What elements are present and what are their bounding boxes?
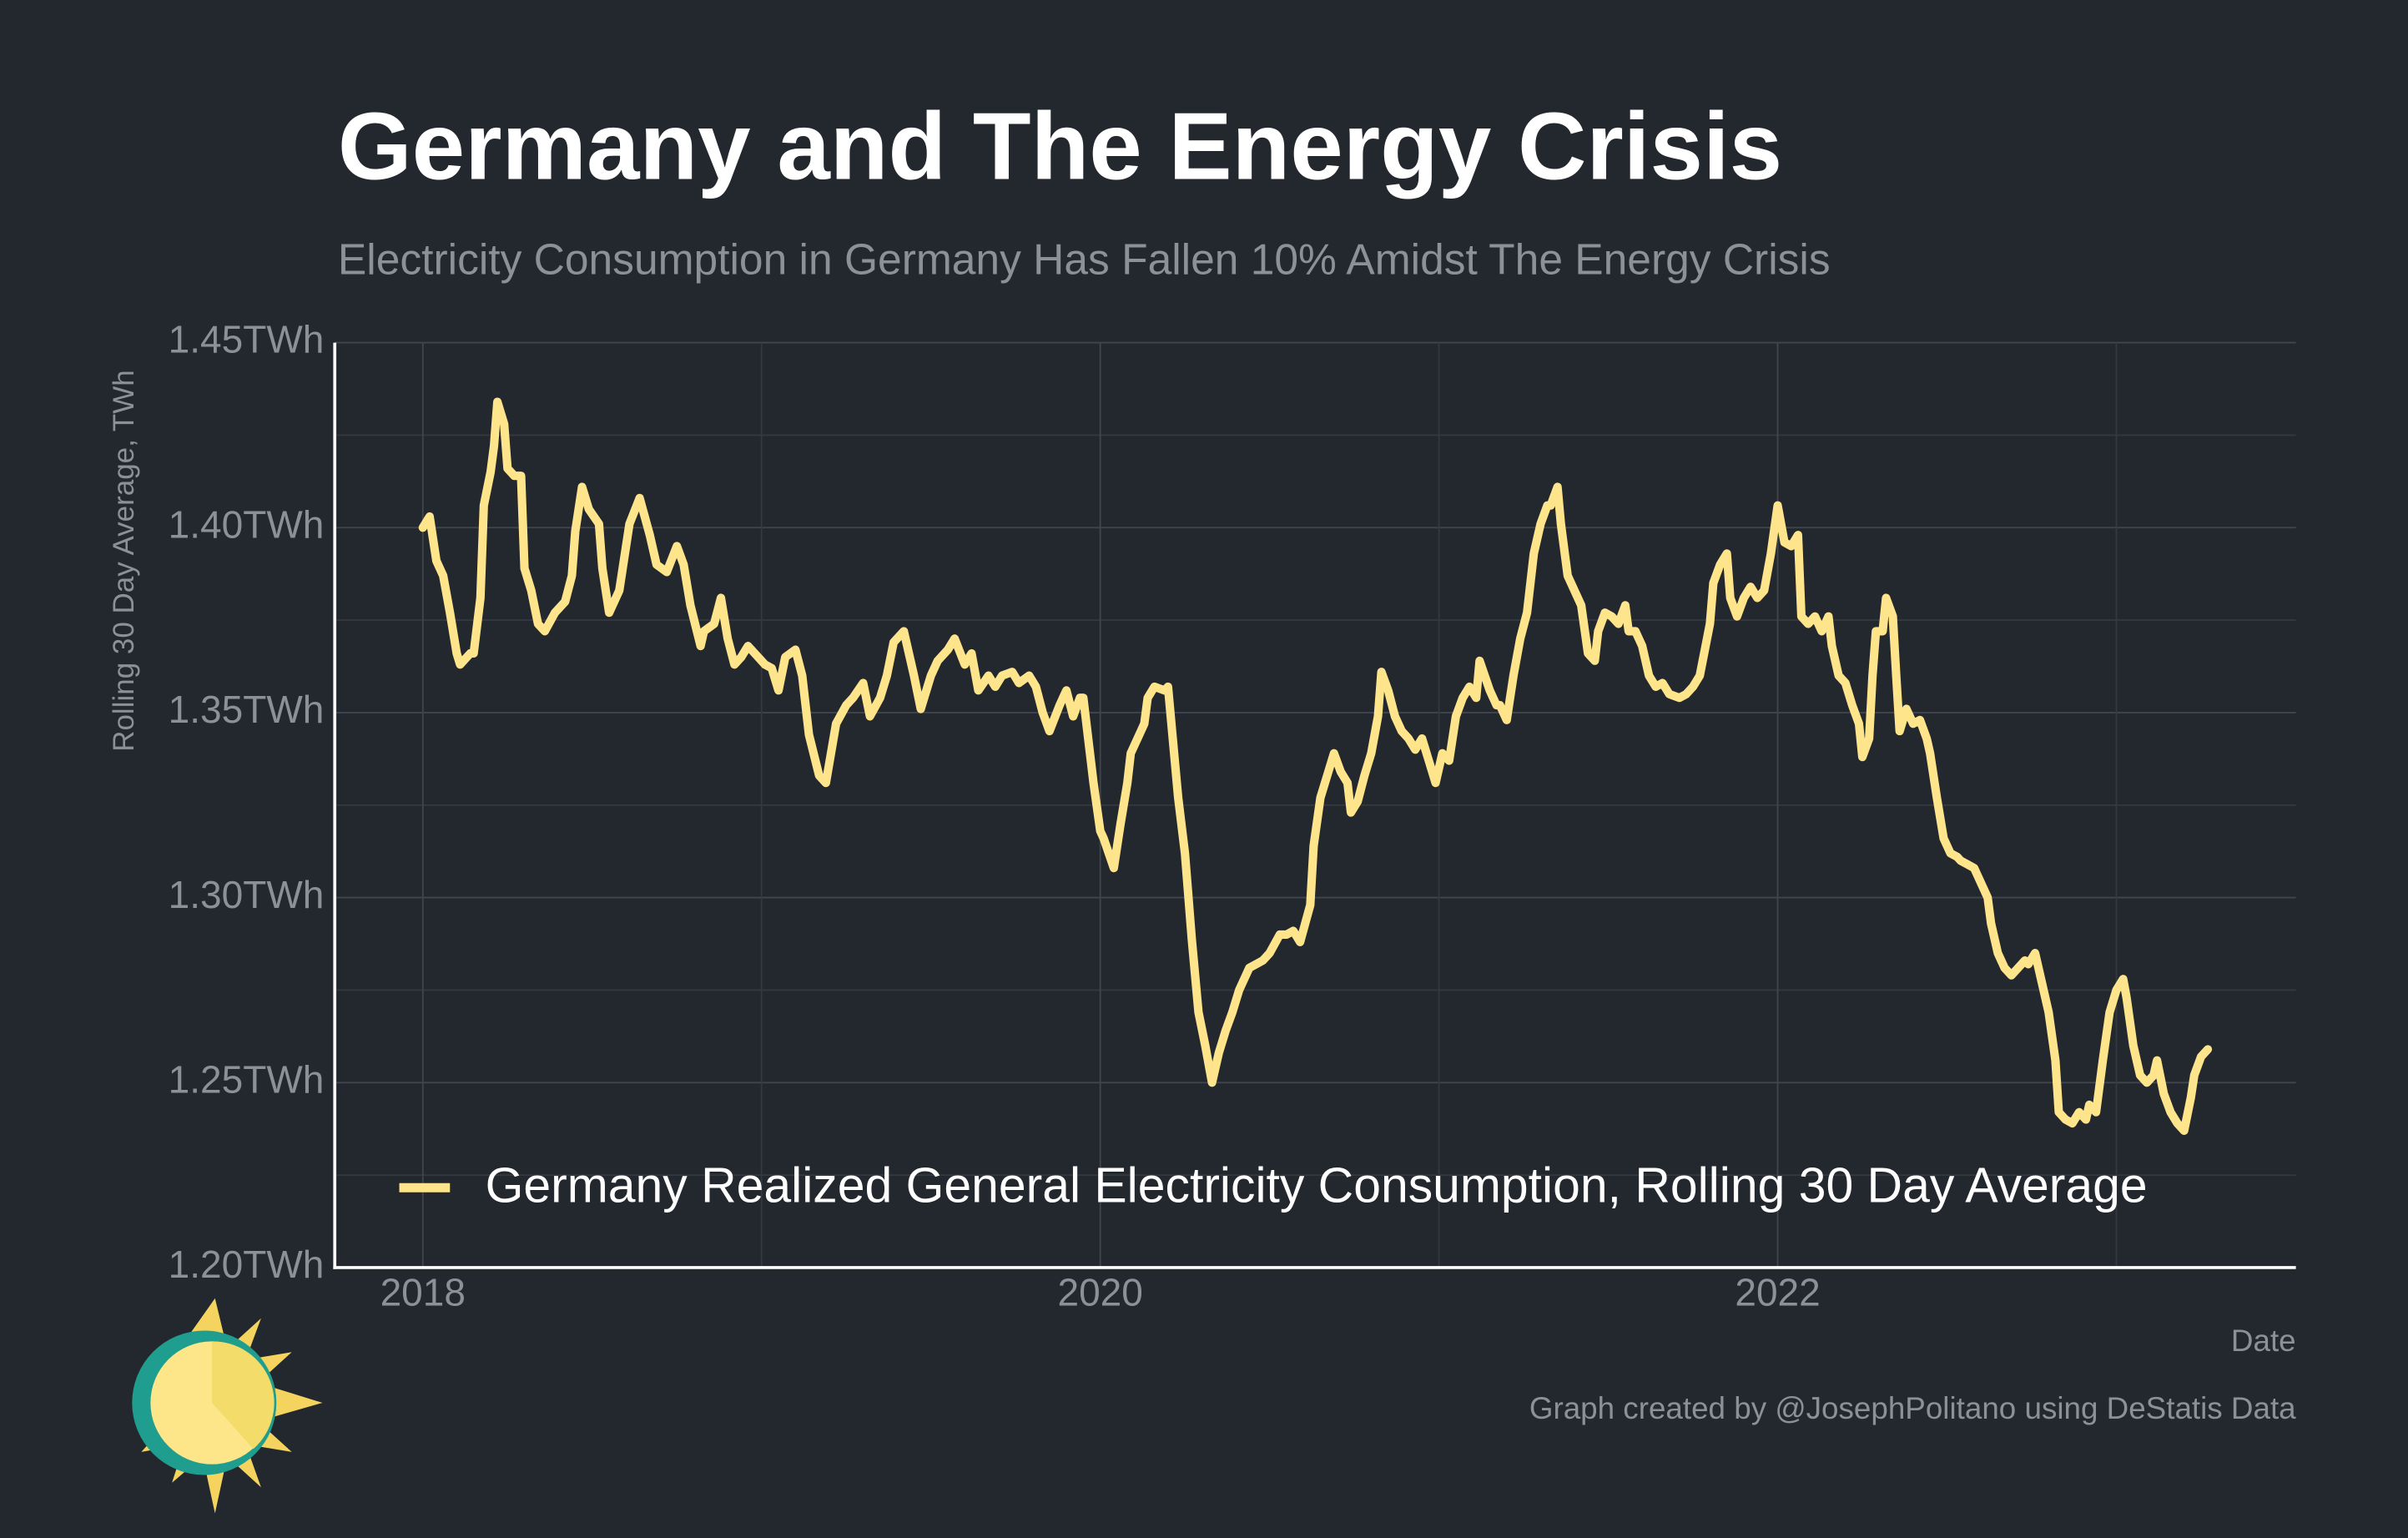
chart-title: Germany and The Energy Crisis xyxy=(338,93,1782,199)
y-tick-label: 1.35TWh xyxy=(169,688,325,731)
y-tick-label: 1.30TWh xyxy=(169,873,325,916)
x-tick-label: 2018 xyxy=(380,1270,466,1314)
y-tick-label: 1.20TWh xyxy=(169,1243,325,1286)
y-axis-label: Rolling 30 Day Average, TWh xyxy=(108,370,140,752)
caption: Graph created by @JosephPolitano using D… xyxy=(1529,1391,2296,1425)
data-line xyxy=(418,397,2213,1135)
x-axis-label: Date xyxy=(2231,1324,2296,1358)
y-tick-label: 1.40TWh xyxy=(169,502,325,546)
x-tick-label: 2022 xyxy=(1735,1270,1820,1314)
x-tick-label: 2020 xyxy=(1057,1270,1142,1314)
y-tick-label: 1.25TWh xyxy=(169,1057,325,1101)
chart-subtitle: Electricity Consumption in Germany Has F… xyxy=(338,234,1831,283)
y-tick-label: 1.45TWh xyxy=(169,318,325,361)
legend-label: Germany Realized General Electricity Con… xyxy=(486,1159,2148,1213)
sun-logo xyxy=(132,1298,323,1514)
